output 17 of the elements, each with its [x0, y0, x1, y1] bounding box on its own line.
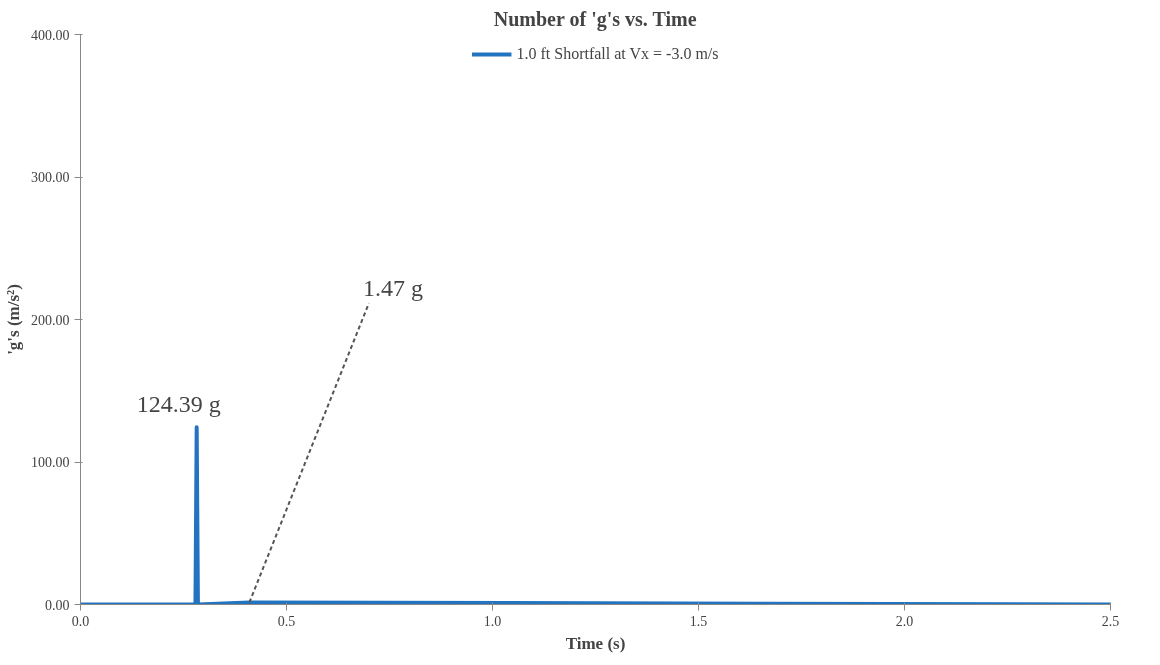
- y-axis-title: 'g's (m/s²): [4, 284, 23, 355]
- y-tick-label: 400.00: [31, 27, 70, 43]
- y-tick-label: 200.00: [31, 312, 70, 328]
- annotation: 124.39 g: [136, 391, 221, 418]
- x-tick-label: 2.5: [1101, 613, 1120, 629]
- y-tick-label: 300.00: [31, 170, 70, 185]
- annotation: 1.47 g: [362, 275, 423, 302]
- x-tick-label: 1.5: [689, 613, 708, 629]
- x-tick-label: 1.0: [483, 613, 502, 629]
- y-tick-label: 0.00: [45, 597, 70, 613]
- x-tick-label: 0.5: [277, 613, 296, 629]
- chart-title: Number of 'g's vs. Time: [493, 7, 697, 31]
- y-tick-label: 100.00: [31, 455, 70, 470]
- x-tick-label: 0.0: [71, 613, 90, 629]
- legend-label: 1.0 ft Shortfall at Vx = -3.0 m/s: [516, 45, 719, 63]
- x-axis-title: Time (s): [565, 633, 626, 653]
- x-tick-label: 2.0: [895, 613, 914, 629]
